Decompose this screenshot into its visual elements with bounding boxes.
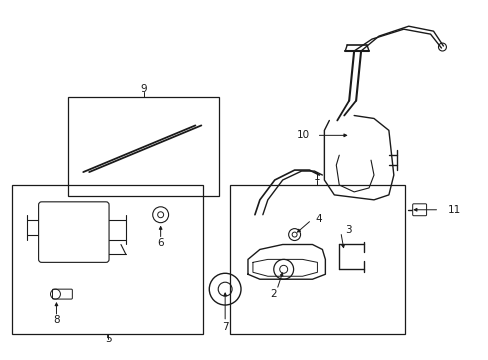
Text: 7: 7 (222, 322, 228, 332)
Bar (12, 185, 203, 334)
FancyBboxPatch shape (52, 289, 72, 299)
Bar (68, 96, 219, 196)
Text: 5: 5 (104, 334, 111, 344)
Text: 10: 10 (296, 130, 309, 140)
FancyBboxPatch shape (39, 202, 109, 262)
Text: 2: 2 (270, 289, 277, 299)
Text: 4: 4 (315, 214, 322, 224)
FancyBboxPatch shape (412, 204, 426, 216)
Bar (230, 185, 404, 334)
Text: 3: 3 (345, 225, 351, 235)
Text: 11: 11 (447, 205, 460, 215)
Text: 6: 6 (157, 238, 163, 248)
Text: 8: 8 (53, 315, 60, 325)
Text: 1: 1 (313, 172, 320, 182)
Text: 9: 9 (140, 84, 147, 94)
